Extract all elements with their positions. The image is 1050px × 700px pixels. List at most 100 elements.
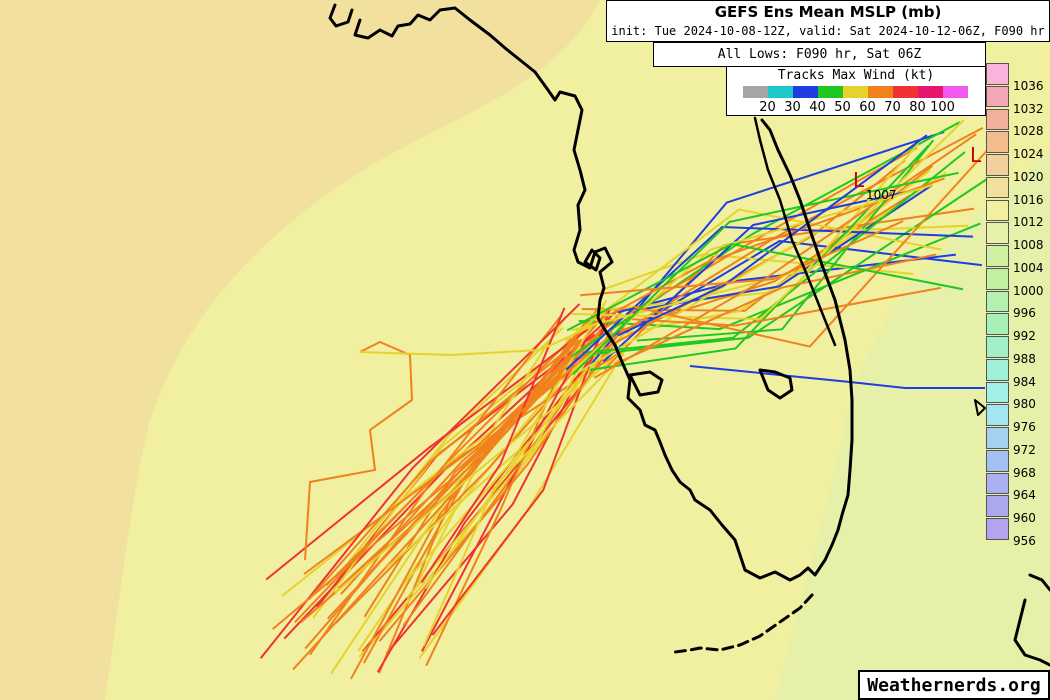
wind-swatch [743, 86, 768, 98]
mslp-swatch [986, 63, 1009, 85]
low-pressure-value: 1007 [866, 188, 897, 202]
wind-swatch [818, 86, 843, 98]
storm-track [362, 332, 615, 582]
ensemble-tracks [259, 119, 991, 680]
mslp-swatch [986, 267, 1009, 290]
mslp-label: 960 [1013, 511, 1036, 526]
storm-track [309, 314, 563, 656]
storm-track [582, 151, 966, 354]
storm-track [633, 148, 989, 348]
mslp-label: 1032 [1013, 101, 1044, 116]
storm-track [308, 339, 580, 601]
storm-track [565, 226, 974, 371]
storm-track [579, 176, 991, 357]
mslp-swatch [986, 222, 1009, 245]
storm-track [404, 346, 610, 584]
wind-label: 70 [884, 100, 901, 115]
mslp-label: 956 [1013, 533, 1036, 548]
mslp-swatch [986, 336, 1009, 358]
mslp-scale-row: 976 [986, 404, 1050, 433]
storm-track [626, 286, 941, 327]
wind-swatch [843, 86, 868, 98]
wind-swatch [918, 86, 943, 98]
storm-track [363, 306, 604, 664]
mslp-swatch [986, 358, 1009, 381]
storm-track [593, 133, 977, 379]
wind-legend-swatches [743, 86, 968, 98]
wind-swatch [943, 86, 968, 98]
wind-label: 80 [909, 100, 926, 115]
storm-track [330, 316, 567, 675]
storm-track [422, 353, 625, 647]
mslp-label: 992 [1013, 329, 1036, 344]
mslp-scale-row: 1012 [986, 199, 1050, 228]
mslp-label: 980 [1013, 397, 1036, 412]
storm-track [304, 340, 414, 561]
mslp-swatch [986, 381, 1009, 404]
mslp-swatch [986, 313, 1009, 336]
mslp-scale-row: 968 [986, 449, 1050, 479]
mslp-field-1008 [775, 150, 1050, 700]
storm-track [689, 365, 985, 389]
mslp-label: 996 [1013, 306, 1036, 321]
mslp-label: 984 [1013, 374, 1036, 389]
mslp-swatch [986, 427, 1009, 449]
mslp-scale-row: 964 [986, 472, 1050, 501]
map-title: GEFS Ens Mean MSLP (mb) [714, 3, 942, 21]
mslp-scale-row: 996 [986, 290, 1050, 319]
wind-legend-title: Tracks Max Wind (kt) [777, 68, 935, 83]
mslp-label: 1020 [1013, 169, 1044, 184]
storm-track [580, 220, 904, 297]
wind-legend: Tracks Max Wind (kt) 20 30 40 50 60 70 80 100 [726, 66, 986, 116]
wind-label: 100 [930, 100, 955, 115]
wind-label: 50 [834, 100, 851, 115]
storm-track [359, 319, 606, 357]
mslp-scale-row: 1000 [986, 267, 1050, 297]
mslp-field-1016 [0, 0, 600, 700]
storm-track [335, 349, 594, 624]
storm-track [420, 307, 566, 584]
wind-label: 20 [759, 100, 776, 115]
mslp-scale-row: 1024 [986, 131, 1050, 160]
storm-track [636, 139, 935, 342]
mslp-scale-row: 980 [986, 381, 1050, 410]
low-pressure-marker: L [853, 168, 865, 192]
mslp-scale-row: 1008 [986, 222, 1050, 251]
credit-label: Weathernerds.org [858, 670, 1050, 700]
storm-track [613, 253, 937, 366]
wind-swatch [893, 86, 918, 98]
mslp-scale-row: 984 [986, 358, 1050, 388]
mslp-label: 988 [1013, 351, 1036, 366]
mslp-scale-row: 1036 [986, 63, 1050, 92]
mslp-scale-row: 972 [986, 427, 1050, 456]
map-subtitle: init: Tue 2024-10-08-12Z, valid: Sat 202… [611, 24, 1045, 38]
lows-label: All Lows: F090 hr, Sat 06Z [653, 42, 986, 67]
mslp-label: 1000 [1013, 283, 1044, 298]
mslp-scale-row: 1004 [986, 245, 1050, 274]
storm-track [385, 299, 608, 569]
wind-label: 60 [859, 100, 876, 115]
storm-track [617, 134, 928, 337]
mslp-scale-row: 992 [986, 313, 1050, 342]
mslp-swatch [986, 154, 1009, 176]
wind-swatch [793, 86, 818, 98]
wind-legend-labels: 20 30 40 50 60 70 80 100 [743, 101, 955, 115]
wind-label: 40 [809, 100, 826, 115]
mslp-label: 1004 [1013, 260, 1044, 275]
mslp-swatch [986, 199, 1009, 222]
mslp-scale-row: 1028 [986, 108, 1050, 137]
mslp-swatch [986, 108, 1009, 131]
mslp-scale-row: 960 [986, 495, 1050, 524]
storm-track [350, 318, 589, 680]
mslp-label: 1028 [1013, 124, 1044, 139]
storm-track [619, 194, 911, 332]
mslp-colorbar: 1036 1032 1028 1024 1020 1016 1012 1008 1004 1000… [986, 63, 1050, 547]
storm-track [589, 144, 930, 371]
mslp-label: 1012 [1013, 215, 1044, 230]
mslp-swatch [986, 495, 1009, 518]
mslp-label: 976 [1013, 420, 1036, 435]
mslp-swatch [986, 449, 1009, 472]
mslp-label: 1036 [1013, 78, 1044, 93]
mslp-swatch [986, 472, 1009, 495]
